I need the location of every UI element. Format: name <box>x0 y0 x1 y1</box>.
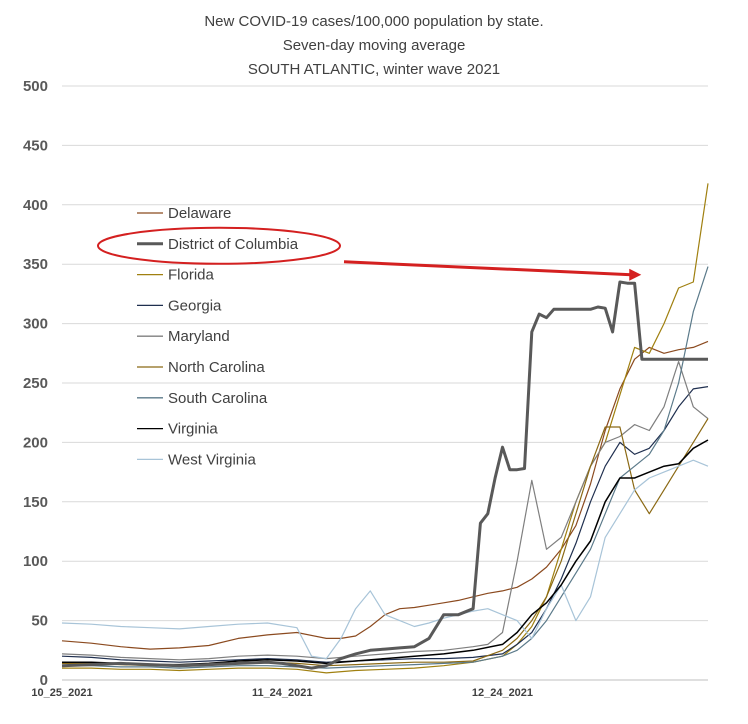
series-line-south-carolina <box>62 266 709 669</box>
y-tick-label: 450 <box>23 137 48 154</box>
x-tick-label: 11_24_2021 <box>252 687 313 699</box>
gridlines <box>62 85 708 681</box>
series-line-delaware <box>61 340 709 650</box>
series-line-west-virginia <box>61 459 709 660</box>
y-axis: 0 50 100 150 200 250 300 350 400 450 500 <box>23 78 48 689</box>
y-tick-label: 200 <box>23 434 48 451</box>
y-tick-label: 350 <box>23 256 48 273</box>
legend-label: South Carolina <box>168 390 268 407</box>
chart-title: New COVID-19 cases/100,000 population by… <box>204 13 543 78</box>
chart-title-line-3: SOUTH ATLANTIC, winter wave 2021 <box>248 61 500 78</box>
series-line-maryland <box>61 361 709 661</box>
legend-label: North Carolina <box>168 359 265 376</box>
arrow-head <box>629 268 642 281</box>
y-tick-label: 100 <box>23 553 48 570</box>
series-line-virginia <box>62 439 709 666</box>
annotation <box>97 226 642 281</box>
highlight-ellipse <box>97 226 341 265</box>
legend-label: Georgia <box>168 297 222 314</box>
y-tick-label: 300 <box>23 316 48 333</box>
y-tick-label: 250 <box>23 375 48 392</box>
series-line-district-of-columbia <box>61 280 708 670</box>
chart-title-line-2: Seven-day moving average <box>283 37 466 54</box>
legend-label: Delaware <box>168 205 231 222</box>
y-tick-label: 50 <box>31 613 48 630</box>
legend-label: Maryland <box>168 328 230 345</box>
legend-label: District of Columbia <box>168 236 299 253</box>
legend-label: Virginia <box>168 421 218 438</box>
x-axis: 10_25_2021 11_24_2021 12_24_2021 <box>31 687 533 699</box>
chart-title-line-1: New COVID-19 cases/100,000 population by… <box>204 13 543 30</box>
legend-label: Florida <box>168 267 215 284</box>
x-tick-label: 12_24_2021 <box>472 687 533 699</box>
legend-label: West Virginia <box>168 451 256 468</box>
y-tick-label: 0 <box>40 672 48 689</box>
y-tick-label: 150 <box>23 494 48 511</box>
series-lines <box>61 183 709 674</box>
y-tick-label: 400 <box>23 197 48 214</box>
legend: Delaware District of Columbia Florida Georg… <box>137 205 299 468</box>
y-tick-label: 500 <box>23 78 48 95</box>
x-tick-label: 10_25_2021 <box>31 687 92 699</box>
highlight-arrow <box>343 260 632 277</box>
